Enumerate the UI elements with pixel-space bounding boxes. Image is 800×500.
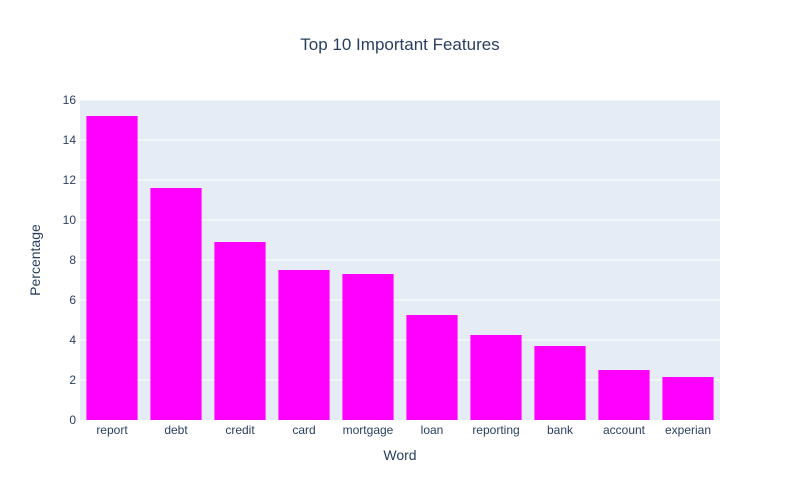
y-tick-label: 14 [63, 133, 77, 147]
bar-report [86, 116, 138, 420]
x-tick-label: card [292, 423, 315, 437]
y-tick-label: 4 [69, 333, 76, 347]
x-tick-label: mortgage [343, 423, 394, 437]
y-tick-label: 2 [69, 373, 76, 387]
y-tick-label: 10 [63, 213, 77, 227]
bar-credit [214, 242, 266, 420]
x-tick-label: debt [164, 423, 188, 437]
y-tick-label: 0 [69, 413, 76, 427]
y-tick-label: 12 [63, 173, 77, 187]
bar-reporting [470, 335, 522, 420]
x-tick-label: report [96, 423, 128, 437]
bar-debt [150, 188, 202, 420]
bar-card [278, 270, 330, 420]
x-tick-label: experian [665, 423, 711, 437]
bars [86, 116, 714, 420]
bar-account [598, 370, 650, 420]
y-tick-labels: 0 2 4 6 8 10 12 14 16 [63, 93, 77, 427]
x-axis-title: Word [383, 447, 416, 463]
bar-mortgage [342, 274, 394, 420]
y-tick-label: 16 [63, 93, 77, 107]
bar-loan [406, 315, 458, 420]
bar-bank [534, 346, 586, 420]
chart-title: Top 10 Important Features [300, 35, 499, 54]
y-tick-label: 6 [69, 293, 76, 307]
x-tick-label: reporting [472, 423, 519, 437]
x-tick-labels: report debt credit card mortgage loan reportin… [96, 423, 711, 437]
x-tick-label: loan [421, 423, 444, 437]
bar-experian [662, 377, 714, 420]
x-tick-label: bank [547, 423, 574, 437]
y-tick-label: 8 [69, 253, 76, 267]
x-tick-label: account [603, 423, 646, 437]
y-axis-title: Percentage [27, 224, 43, 296]
x-tick-label: credit [225, 423, 255, 437]
